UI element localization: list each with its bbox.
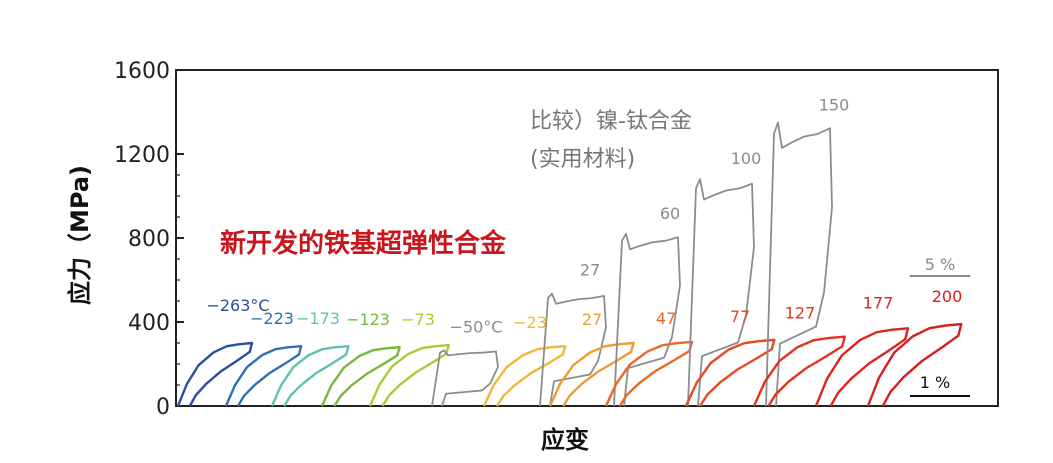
y-tick-label: 400	[128, 311, 170, 336]
curve-fe-alloy-8	[548, 341, 635, 407]
curve-label: 47	[656, 309, 676, 328]
comparison-annotation-line2: (实用材料)	[530, 147, 635, 172]
curve-label: −173	[296, 309, 340, 328]
curve-label: 100	[731, 149, 762, 168]
curve-fe-alloy-6	[482, 344, 567, 407]
curve-fe-alloy-2	[270, 344, 350, 407]
curve-fe-alloy-10	[604, 340, 694, 407]
curve-labels: −263°C−223 −173 −123 −73 −50°C −23 27 27 60 47 100…	[206, 96, 962, 337]
curve-niti-7	[539, 292, 607, 407]
curve-fe-alloy-0	[176, 341, 254, 407]
comparison-annotation-line1: 比较）镍-钛合金	[530, 109, 692, 134]
curve-label: 27	[582, 310, 602, 329]
curve-label: 150	[819, 96, 850, 115]
curve-niti-5	[431, 349, 499, 407]
new-alloy-annotation: 新开发的铁基超弹性合金	[220, 228, 507, 259]
curve-label: 77	[730, 307, 750, 326]
curve-label: −263°C	[206, 296, 269, 315]
y-axis-label: 应力（MPa)	[66, 165, 94, 305]
curves	[176, 121, 963, 407]
curve-niti-9	[613, 232, 681, 407]
curve-label: 127	[785, 304, 816, 323]
curve-label: 200	[932, 287, 963, 306]
y-tick-label: 1600	[114, 59, 170, 84]
scale-bar-5pct: 5 %	[910, 255, 970, 277]
y-tick-label: 1200	[114, 143, 170, 168]
curve-fe-alloy-1	[224, 344, 303, 407]
curve-label: −223	[250, 309, 294, 328]
curve-fe-alloy-12	[684, 338, 776, 407]
curve-niti-13	[765, 121, 833, 407]
curve-label: −73	[401, 310, 435, 329]
curve-fe-alloy-4	[368, 343, 450, 407]
curve-label: 60	[660, 204, 680, 223]
scale-bar-1pct: 1 %	[910, 373, 970, 397]
curve-label: 27	[580, 261, 600, 280]
curve-niti-11	[687, 178, 755, 407]
y-axis-ticks: 0 400 800 1200 1600	[114, 59, 184, 420]
y-tick-label: 0	[156, 395, 170, 420]
curve-fe-alloy-3	[320, 346, 401, 407]
y-tick-label: 800	[128, 227, 170, 252]
curve-label: −123	[346, 310, 390, 329]
x-axis-label: 应变	[541, 426, 589, 454]
curve-label: −23	[513, 313, 547, 332]
scale-bar-1pct-label: 1 %	[920, 373, 950, 392]
curve-fe-alloy-15	[814, 327, 910, 407]
curve-fe-alloy-16	[866, 322, 963, 407]
scale-bar-5pct-label: 5 %	[925, 255, 955, 274]
curve-label: −50°C	[450, 317, 503, 336]
curve-label: 177	[863, 293, 894, 312]
curve-fe-alloy-14	[752, 335, 846, 407]
